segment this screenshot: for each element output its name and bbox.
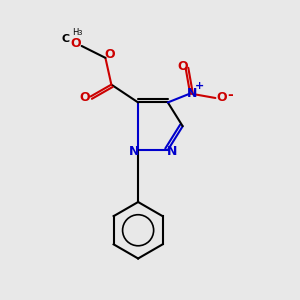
Text: O: O [70, 37, 81, 50]
Text: +: + [195, 81, 204, 91]
Text: O: O [105, 48, 115, 62]
Text: C: C [61, 34, 69, 44]
Text: N: N [186, 87, 197, 100]
Text: H: H [73, 28, 79, 37]
Text: 3: 3 [78, 30, 82, 36]
Text: O: O [216, 92, 226, 104]
Text: O: O [79, 92, 90, 104]
Text: -: - [227, 88, 233, 102]
Text: O: O [177, 60, 188, 73]
Text: N: N [128, 145, 139, 158]
Text: N: N [167, 145, 178, 158]
